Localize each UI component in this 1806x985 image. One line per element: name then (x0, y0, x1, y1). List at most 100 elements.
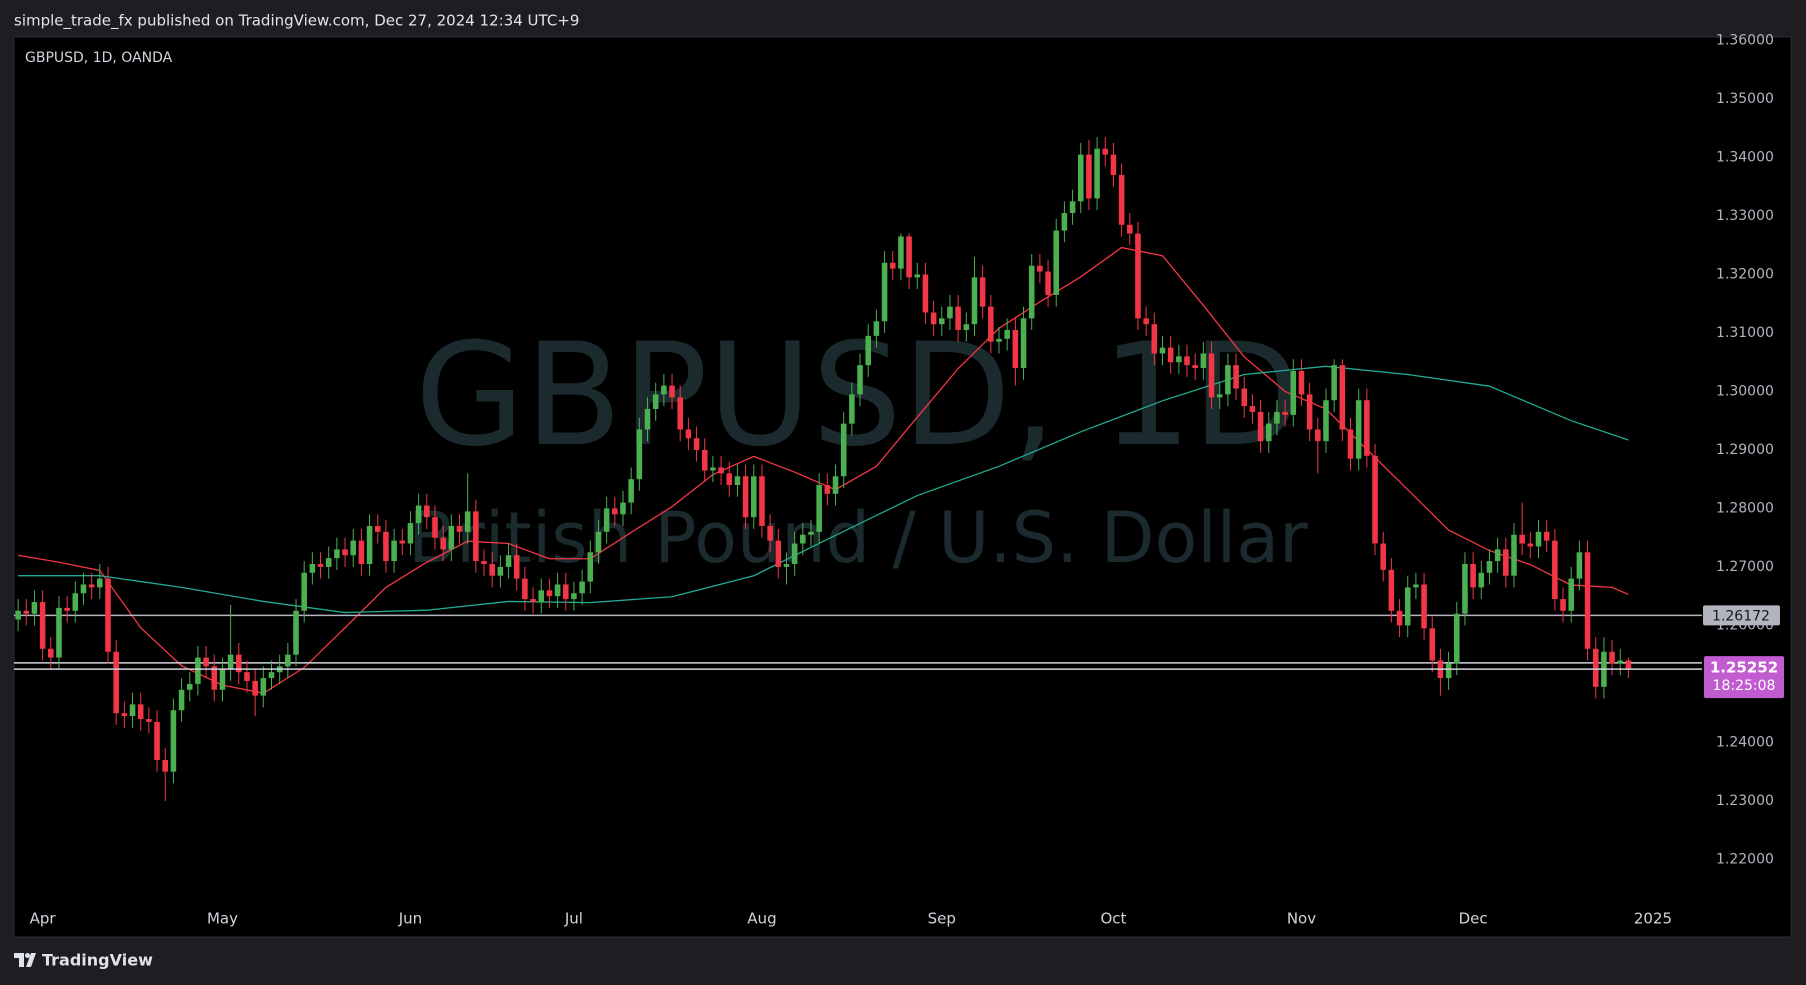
candle-body (129, 704, 136, 717)
candle-body (178, 689, 185, 711)
candle-body (1225, 365, 1231, 395)
candle-body (358, 540, 365, 564)
candle-body (669, 385, 675, 398)
candle-body (742, 476, 749, 518)
candle-body (391, 540, 397, 562)
candle-body (1102, 148, 1109, 155)
candle-body (481, 561, 487, 564)
candle-body (759, 476, 765, 526)
candle-body (366, 525, 373, 564)
candle-body (219, 669, 226, 690)
candle-body (424, 505, 430, 518)
candle-body (1323, 400, 1329, 442)
candle-body (64, 607, 70, 611)
candle-body (971, 277, 978, 325)
candle-body (1609, 651, 1615, 664)
candle-body (881, 262, 888, 322)
candle-body (947, 306, 953, 319)
publisher-line: simple_trade_fx published on TradingView… (14, 12, 579, 31)
price-level-text: 1.26172 (1712, 608, 1770, 624)
candle-body (1511, 534, 1517, 576)
x-tick-label: Jul (564, 910, 583, 928)
candle-body (1176, 356, 1182, 363)
candle-body (195, 657, 201, 684)
candle-body (513, 555, 520, 579)
candle-body (1192, 365, 1198, 369)
candle-body (448, 525, 455, 550)
candle-body (1478, 572, 1485, 588)
logo-mark (25, 953, 30, 958)
candle-body (1617, 660, 1624, 664)
candle-body (1339, 365, 1346, 430)
candle-body (1118, 175, 1125, 225)
candle-body (996, 338, 1002, 342)
candle-body (783, 564, 790, 567)
candle-body (1020, 318, 1027, 369)
candle-body (1388, 569, 1395, 611)
candle-body (963, 324, 970, 331)
candle-body (1453, 613, 1460, 664)
candle-body (227, 654, 234, 670)
candle-body (808, 531, 814, 535)
candle-body (383, 531, 389, 562)
candle-body (285, 654, 291, 667)
candle-body (1127, 224, 1133, 234)
candle-body (620, 502, 626, 515)
candle-body (1290, 370, 1297, 415)
candle-body (750, 476, 757, 518)
candle-body (603, 508, 610, 532)
candle-body (80, 584, 87, 594)
candle-body (473, 511, 479, 562)
candle-body (146, 719, 152, 722)
candle-body (56, 607, 62, 658)
candle-body (636, 429, 643, 480)
candle-body (325, 558, 332, 567)
moving-average-line (18, 365, 1629, 614)
candle-body (137, 704, 144, 719)
candle-body (889, 262, 896, 269)
candle-body (554, 584, 561, 597)
candle-body (538, 590, 545, 603)
candle-body (1159, 347, 1166, 354)
candle-body (1257, 411, 1264, 442)
candle-body (1216, 394, 1223, 398)
candle-body (1396, 610, 1403, 626)
plot-area (14, 137, 1702, 801)
candle-body (1315, 429, 1321, 442)
candle-body (1364, 400, 1370, 456)
brand-name: TradingView (42, 951, 153, 970)
candle-body (546, 590, 553, 597)
candle-body (1592, 648, 1599, 687)
candle-body (824, 485, 831, 494)
candle-body (456, 525, 463, 532)
candle-body (734, 476, 741, 486)
candle-body (530, 599, 536, 603)
candle-body (612, 508, 618, 515)
candle-body (31, 602, 38, 614)
candle-body (1241, 388, 1248, 407)
candle-body (260, 678, 267, 696)
candle-body (562, 584, 569, 600)
candle-body (1004, 330, 1010, 339)
candle-body (906, 236, 912, 278)
candle-body (930, 312, 937, 325)
candle-body (374, 525, 381, 532)
candle-body (211, 666, 218, 690)
candle-body (1404, 587, 1411, 626)
watermark-symbol: GBPUSD, 1D (415, 313, 1301, 478)
candle-body (105, 578, 111, 652)
candle-body (628, 479, 634, 503)
candle-body (873, 321, 880, 336)
candle-body (497, 566, 504, 576)
x-tick-label: Aug (747, 910, 776, 928)
candle-body (236, 654, 242, 673)
candle-body (342, 549, 348, 556)
candle-body (1331, 365, 1337, 401)
candle-body (522, 578, 528, 600)
candle-body (432, 517, 438, 538)
candle-body (1306, 394, 1313, 430)
candle-body (252, 680, 258, 696)
candle-body (1535, 531, 1542, 547)
candle-body (15, 610, 21, 620)
